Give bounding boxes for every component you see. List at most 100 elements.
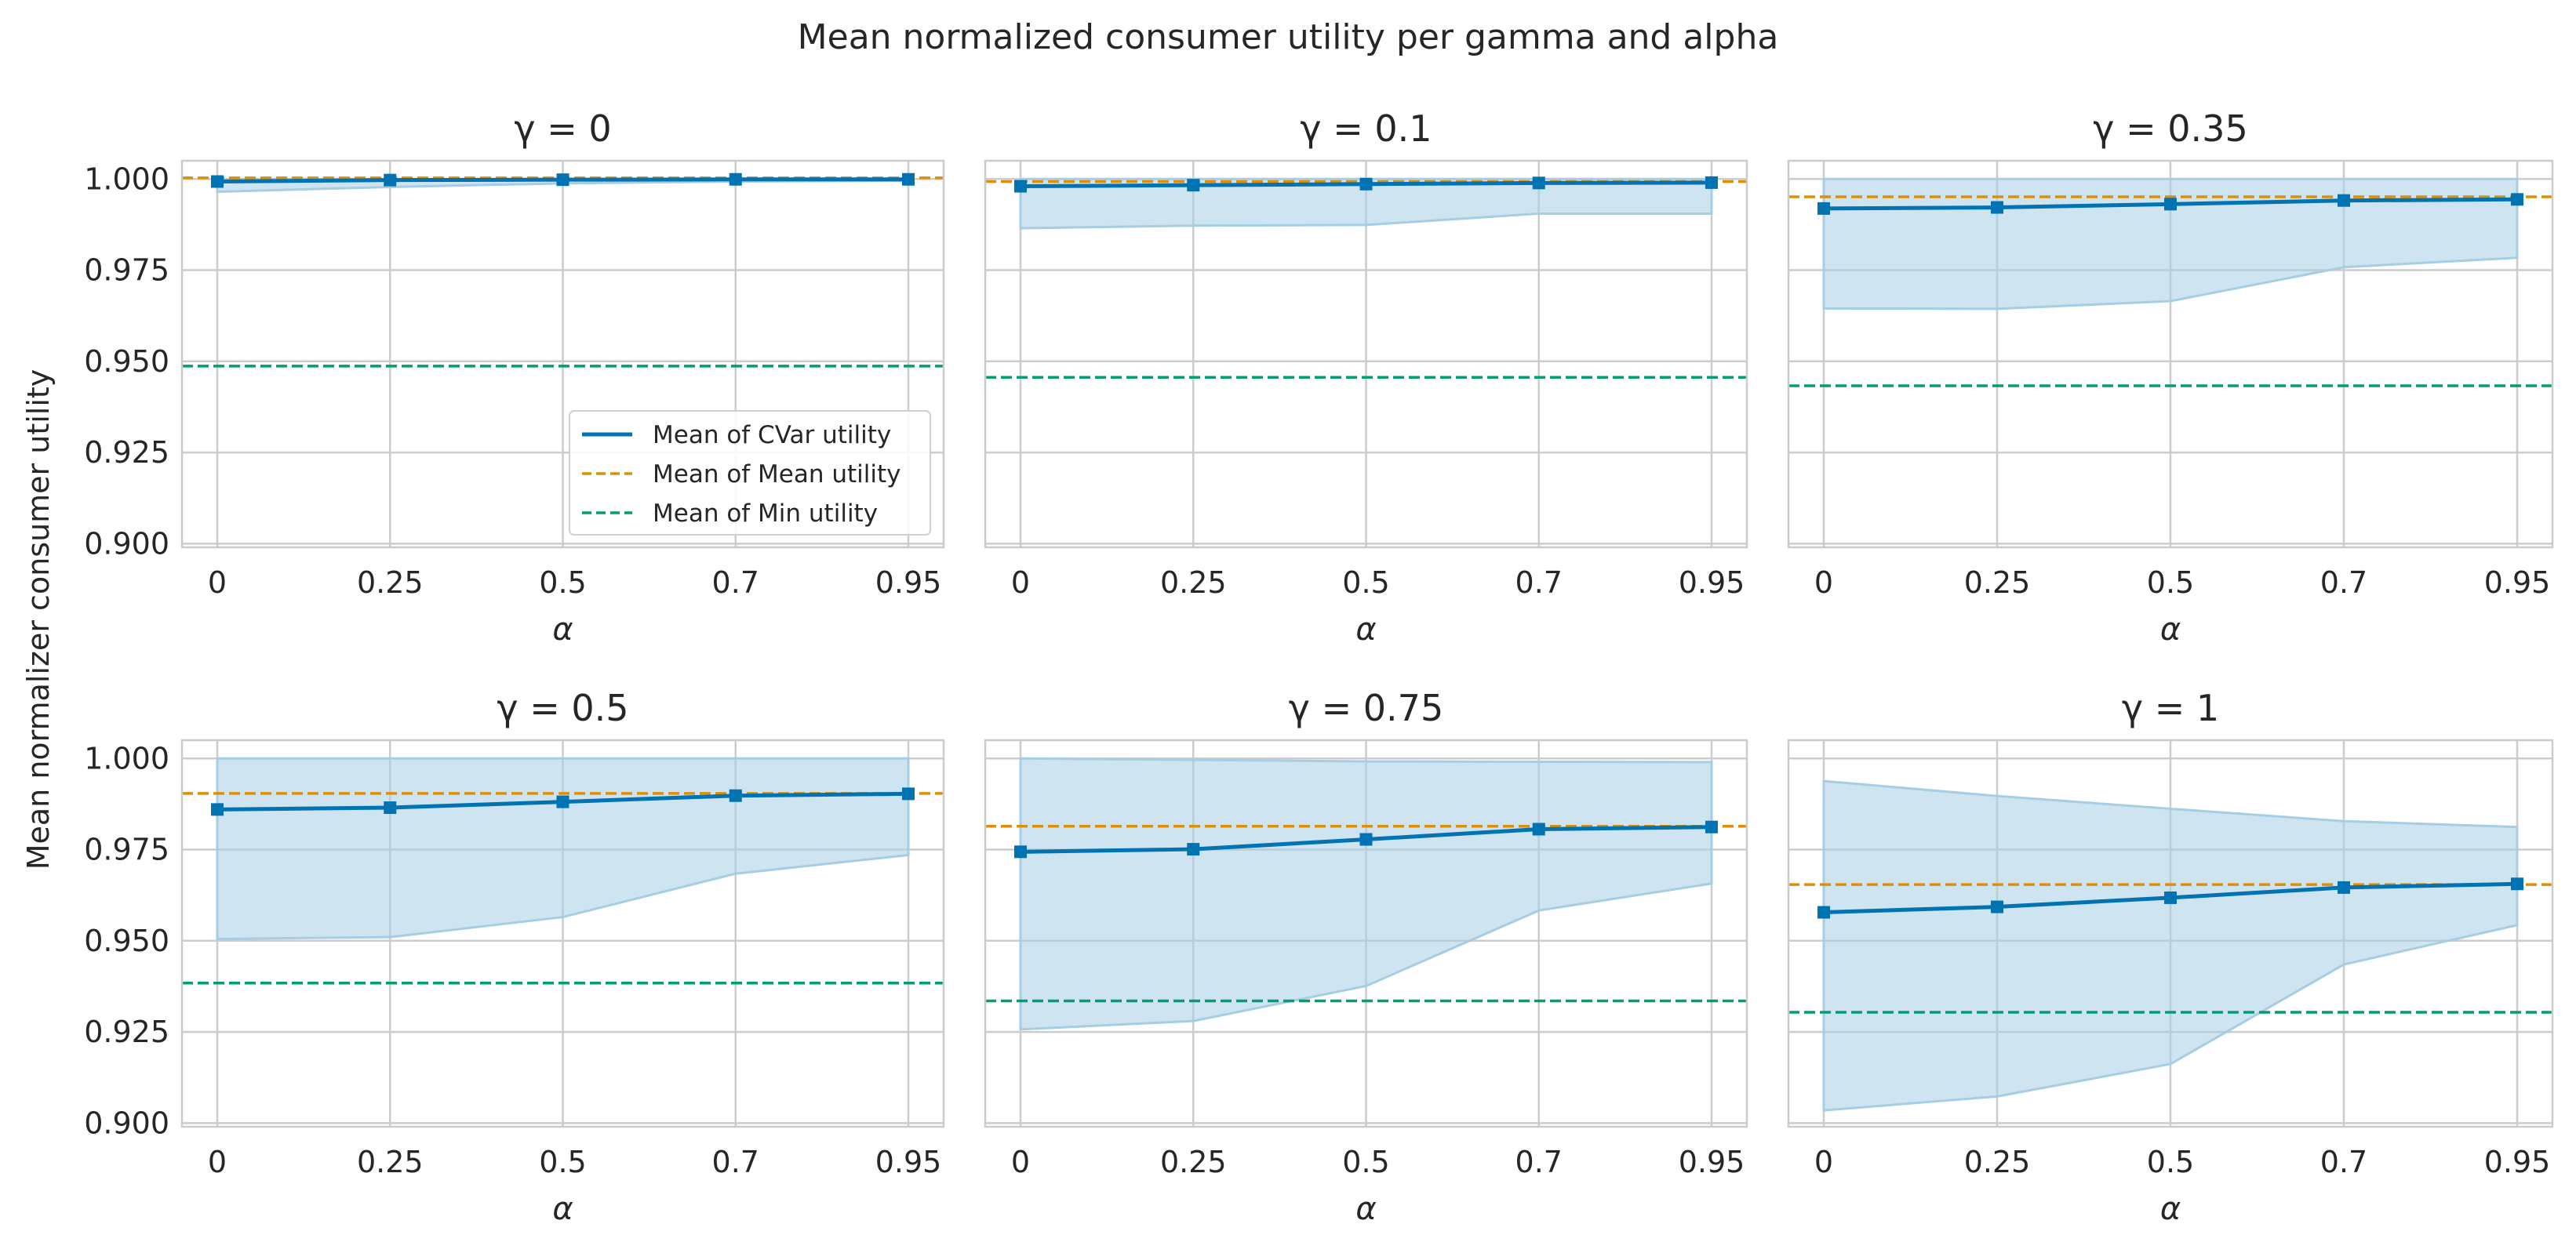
x-tick-label: 0.95 [1679, 565, 1745, 600]
plot-frame [984, 159, 1748, 549]
y-axis-label: Mean normalizer consumer utility [21, 369, 56, 870]
cvar-point [1817, 202, 1830, 215]
cvar-point [211, 803, 224, 816]
cvar-point [1991, 201, 2003, 214]
cvar-point [2338, 194, 2350, 207]
x-tick-label: 0.25 [1964, 1145, 2031, 1179]
subplot-grid: γ = 00 0.25 0.5 0.7 0.95α0.9000.9250.9500.97… [84, 107, 2554, 1227]
x-tick-label: 0.25 [1964, 565, 2031, 600]
subplot-title: γ = 0.5 [497, 687, 628, 729]
subplot-title: γ = 0.1 [1300, 107, 1432, 150]
cvar-point [211, 175, 224, 188]
cvar-point [2164, 891, 2177, 904]
x-tick-label: 0.95 [2484, 1145, 2551, 1179]
x-axis-label: α [1355, 612, 1376, 648]
cvar-point [1187, 843, 1200, 856]
y-tick-label: 0.900 [84, 526, 169, 561]
x-tick-label: 0.5 [1342, 1145, 1389, 1179]
y-tick-label: 0.950 [84, 924, 169, 958]
x-tick-label: 0.5 [539, 1145, 586, 1179]
x-tick-label: 0 [1814, 1145, 1833, 1179]
cvar-point [729, 789, 742, 802]
x-tick-label: 0.5 [2147, 565, 2194, 600]
x-axis-label: α [2160, 612, 2181, 648]
y-tick-label: 1.000 [84, 741, 169, 775]
legend-label: Mean of Mean utility [653, 460, 901, 488]
plot-frame [180, 159, 945, 549]
x-tick-label: 0 [1011, 565, 1030, 600]
x-tick-label: 0.95 [2484, 565, 2551, 600]
subplot-3: γ = 0.35 0 0.25 0.5 0.7 0.95 α [1787, 107, 2554, 648]
x-tick-label: 0.7 [1515, 565, 1563, 600]
cvar-point [1014, 180, 1027, 193]
legend-label: Mean of CVar utility [653, 421, 891, 449]
x-tick-label: 0.95 [875, 1145, 942, 1179]
x-tick-label: 0 [208, 565, 227, 600]
x-tick-label: 0.95 [1679, 1145, 1745, 1179]
cvar-point [902, 787, 915, 801]
y-tick-label: 0.925 [84, 1015, 169, 1049]
cvar-point [1014, 845, 1027, 859]
subplot-1: γ = 0 0 0.25 0.5 0.7 0.95 α 0.900 0.925 0.950 0.97… [84, 107, 945, 648]
y-tick-label: 1.000 [84, 162, 169, 196]
cvar-point [1991, 900, 2003, 913]
cvar-point [1705, 176, 1718, 189]
subplot-title: γ = 0 [514, 107, 611, 150]
x-tick-label: 0.95 [875, 565, 942, 600]
cvar-point [2511, 193, 2523, 206]
subplot-title: γ = 0.75 [1289, 687, 1443, 729]
cvar-range-band [1822, 779, 2519, 1112]
cvar-range-band [216, 757, 910, 940]
x-tick-label: 0.7 [2320, 1145, 2367, 1179]
legend-label: Mean of Min utility [653, 499, 878, 528]
x-tick-label: 0 [1814, 565, 1833, 600]
y-tick-label: 0.950 [84, 344, 169, 379]
cvar-point [1359, 833, 1373, 846]
x-tick-label: 0.7 [2320, 565, 2367, 600]
y-tick-label: 0.975 [84, 253, 169, 288]
cvar-point [1705, 820, 1718, 834]
subplot-5: γ = 0.75 0 0.25 0.5 0.7 0.95 α [984, 687, 1748, 1227]
subplot-title: γ = 1 [2122, 687, 2219, 729]
x-axis-label: α [552, 612, 573, 648]
cvar-point [1187, 179, 1200, 192]
cvar-point [1532, 823, 1545, 836]
plot-frame [1787, 739, 2554, 1128]
x-tick-label: 0.25 [357, 565, 424, 600]
x-tick-label: 0.5 [1342, 565, 1389, 600]
subplot-title: γ = 0.35 [2093, 107, 2247, 150]
x-tick-label: 0.5 [539, 565, 586, 600]
plot-frame [1787, 159, 2554, 549]
x-tick-label: 0.25 [357, 1145, 424, 1179]
plot-frame [984, 739, 1748, 1128]
x-axis-label: α [552, 1191, 573, 1227]
subplot-2: γ = 0.1 0 0.25 0.5 0.7 0.95 α [984, 107, 1748, 648]
y-tick-label: 0.975 [84, 833, 169, 867]
plot-frame [180, 739, 945, 1128]
x-tick-label: 0.7 [712, 565, 759, 600]
x-tick-label: 0.5 [2147, 1145, 2194, 1179]
cvar-point [2164, 198, 2177, 211]
x-axis-label: α [1355, 1191, 1376, 1227]
x-tick-label: 0.7 [712, 1145, 759, 1179]
cvar-point [1817, 906, 1830, 919]
cvar-point [1359, 177, 1373, 191]
x-tick-label: 0.25 [1160, 565, 1227, 600]
cvar-point [729, 173, 742, 186]
x-axis-label: α [2160, 1191, 2181, 1227]
legend-box [569, 410, 931, 536]
cvar-point [384, 173, 397, 187]
subplot-4: γ = 0.5 0 0.25 0.5 0.7 0.95 α 0.900 0.925 0.950 0.… [84, 687, 945, 1227]
legend: Mean of CVar utility Mean of Mean utility… [569, 410, 931, 536]
cvar-point [2511, 877, 2523, 891]
y-tick-label: 0.925 [84, 435, 169, 470]
subplot-6: γ = 1 0 0.25 0.5 0.7 0.95 α [1787, 687, 2554, 1227]
cvar-point [1532, 176, 1545, 190]
cvar-point [2338, 881, 2350, 894]
y-tick-label: 0.900 [84, 1106, 169, 1140]
x-tick-label: 0.7 [1515, 1145, 1563, 1179]
x-tick-label: 0.25 [1160, 1145, 1227, 1179]
cvar-point [384, 801, 397, 815]
cvar-point [556, 173, 569, 187]
